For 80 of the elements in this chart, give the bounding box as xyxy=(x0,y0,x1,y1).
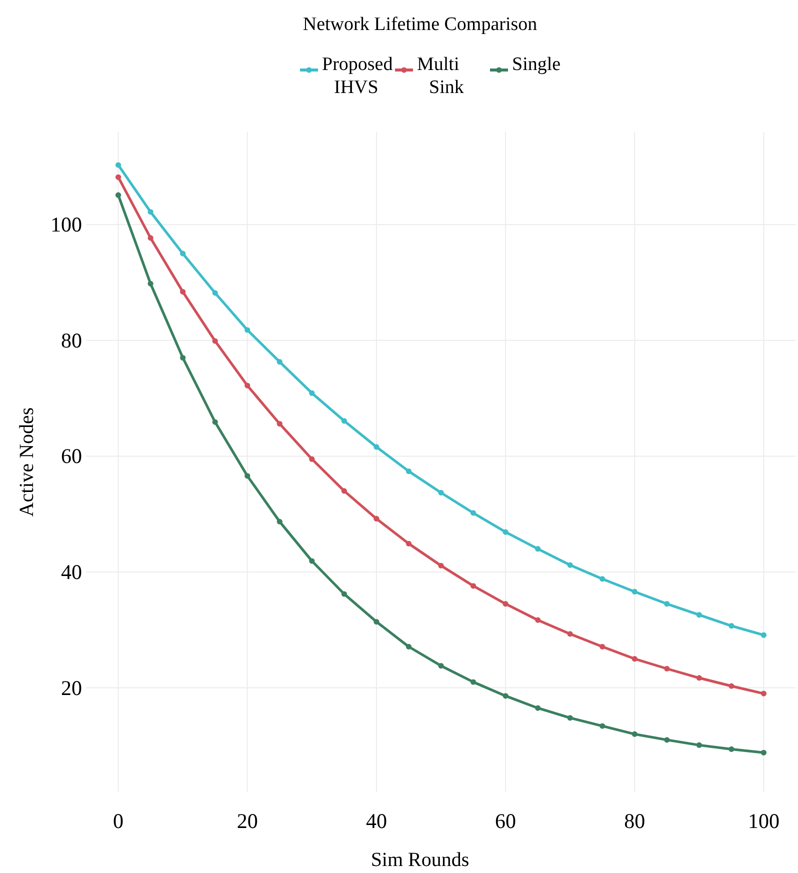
point xyxy=(115,192,122,198)
point xyxy=(632,656,638,662)
point xyxy=(760,632,767,638)
point xyxy=(276,359,282,365)
point xyxy=(535,546,541,552)
x-tick-label: 20 xyxy=(236,809,258,833)
y-tick-label: 40 xyxy=(61,560,82,584)
point xyxy=(180,288,186,295)
x-tick-label: 100 xyxy=(748,809,780,833)
point xyxy=(438,562,444,568)
point xyxy=(276,420,282,427)
point xyxy=(470,679,476,685)
point xyxy=(276,518,282,524)
point xyxy=(180,354,186,361)
point xyxy=(567,562,573,568)
point xyxy=(309,558,315,564)
chart-title: Network Lifetime Comparison xyxy=(302,14,538,35)
point xyxy=(600,644,606,650)
point xyxy=(406,540,412,546)
point xyxy=(600,576,606,582)
point xyxy=(341,418,347,424)
legend-label: Multi Sink xyxy=(417,54,464,98)
x-tick-label: 60 xyxy=(495,809,516,833)
point xyxy=(115,174,122,180)
point xyxy=(664,601,670,607)
point xyxy=(696,742,702,748)
point xyxy=(244,327,250,333)
point xyxy=(148,280,154,286)
point xyxy=(535,617,541,623)
point xyxy=(244,382,250,388)
point xyxy=(406,644,412,650)
point xyxy=(502,529,508,535)
x-axis-title: Sim Rounds xyxy=(370,849,470,871)
point xyxy=(696,675,702,681)
point xyxy=(309,456,315,462)
point xyxy=(600,723,606,729)
point xyxy=(664,666,670,672)
y-tick-label: 60 xyxy=(61,444,82,468)
point xyxy=(212,419,218,425)
point xyxy=(632,588,638,594)
point xyxy=(664,737,670,743)
point xyxy=(115,162,122,168)
point xyxy=(728,623,734,629)
point xyxy=(212,338,218,344)
point xyxy=(502,693,508,699)
point xyxy=(502,601,508,607)
point xyxy=(567,715,573,721)
y-tick-label: 80 xyxy=(61,328,82,352)
point xyxy=(760,690,767,696)
point xyxy=(696,612,702,618)
legend-label: Single xyxy=(512,54,561,75)
x-tick-label: 80 xyxy=(624,809,646,833)
point xyxy=(148,235,154,241)
point xyxy=(567,631,573,637)
point xyxy=(438,490,444,496)
point xyxy=(438,662,444,669)
point xyxy=(374,444,380,450)
point xyxy=(374,618,380,625)
point xyxy=(341,488,347,494)
y-tick-label: 20 xyxy=(61,676,82,700)
point xyxy=(212,290,218,296)
point xyxy=(535,705,541,711)
point xyxy=(470,583,476,589)
legend-label: Proposed IHVS xyxy=(322,54,394,98)
y-tick-label: 100 xyxy=(50,212,82,237)
point xyxy=(148,209,154,215)
point xyxy=(632,731,638,737)
point xyxy=(180,250,186,256)
point xyxy=(406,468,412,474)
point xyxy=(341,591,347,597)
point xyxy=(470,510,476,516)
point xyxy=(728,683,734,689)
x-tick-label: 0 xyxy=(113,809,124,833)
point xyxy=(760,750,767,756)
y-axis-title: Active Nodes xyxy=(16,407,38,517)
point xyxy=(728,746,734,752)
x-tick-label: 40 xyxy=(366,809,387,833)
point xyxy=(244,473,250,479)
point xyxy=(309,390,315,396)
point xyxy=(374,516,380,522)
